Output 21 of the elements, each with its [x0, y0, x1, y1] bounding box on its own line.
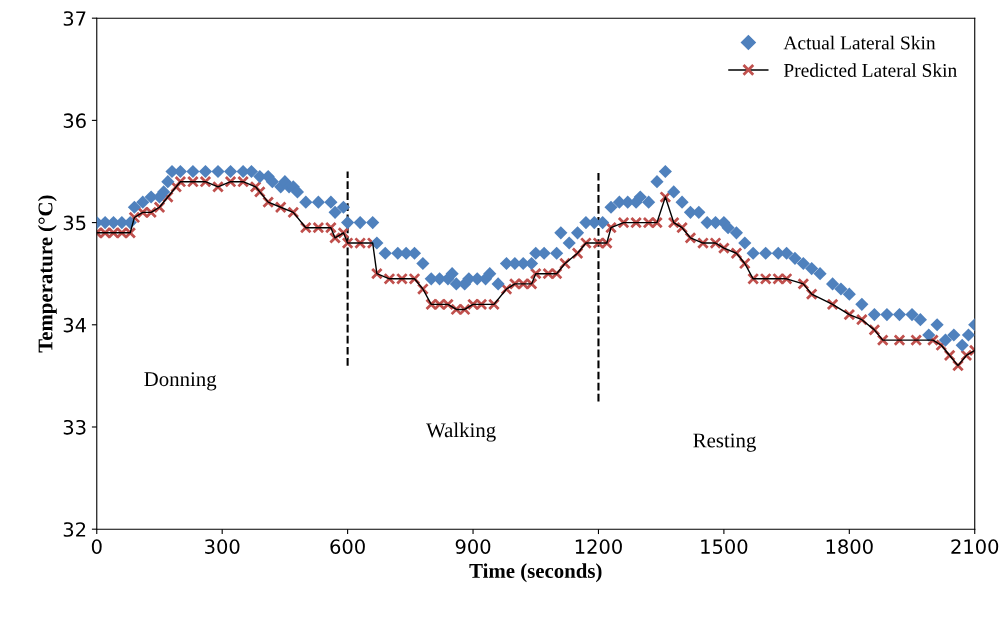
- y-tick-label: 36: [63, 113, 86, 129]
- x-tick-label: 300: [205, 539, 240, 554]
- y-axis-title: Temperature (°C): [37, 195, 57, 353]
- x-axis-title: Time (seconds): [469, 563, 602, 583]
- y-tick-label: 32: [63, 522, 86, 537]
- y-tick-label: 34: [63, 317, 86, 333]
- legend-label: Actual Lateral Skin: [783, 35, 936, 50]
- x-tick-label: 1500: [701, 539, 748, 554]
- annotation: Donning: [144, 372, 217, 391]
- annotation: Walking: [426, 422, 496, 442]
- x-tick-label: 600: [330, 539, 365, 554]
- y-tick-label: 33: [63, 419, 86, 435]
- annotation: Resting: [693, 433, 756, 452]
- legend-label: Predicted Lateral Skin: [783, 63, 957, 77]
- y-tick-label: 35: [63, 215, 86, 231]
- y-tick-label: 37: [63, 11, 86, 26]
- x-tick-label: 0: [91, 539, 102, 554]
- x-tick-label: 900: [455, 539, 491, 554]
- x-tick-label: 1800: [826, 539, 873, 554]
- x-tick-label: 2100: [951, 539, 999, 554]
- x-tick-label: 1200: [575, 539, 622, 554]
